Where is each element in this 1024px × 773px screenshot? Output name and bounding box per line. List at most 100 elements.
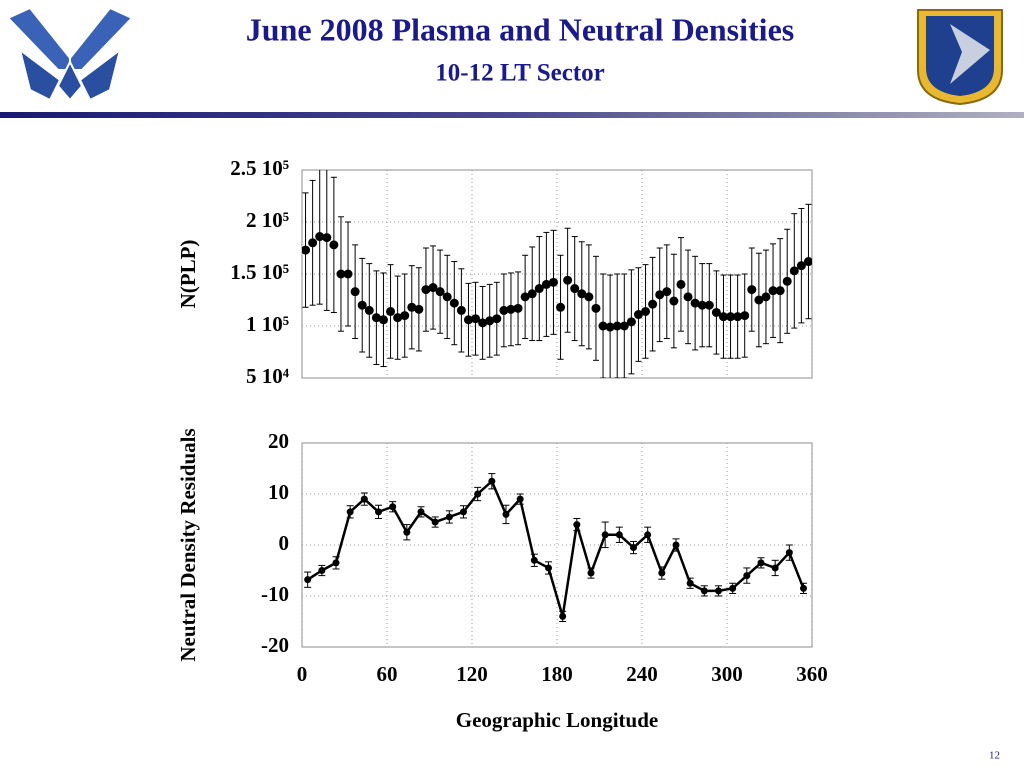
data-point bbox=[754, 295, 764, 305]
data-point bbox=[803, 257, 812, 267]
header-bar bbox=[0, 112, 1024, 118]
data-point bbox=[733, 312, 743, 322]
data-point bbox=[800, 584, 807, 592]
data-point bbox=[445, 513, 453, 521]
data-point bbox=[371, 313, 381, 323]
data-point bbox=[534, 284, 544, 294]
data-point bbox=[375, 508, 382, 516]
data-point bbox=[718, 312, 728, 322]
data-point bbox=[346, 508, 354, 516]
x-axis-label: Geographic Longitude bbox=[456, 708, 658, 732]
y-tick-label: -20 bbox=[261, 633, 289, 657]
air-force-logo bbox=[6, 6, 134, 102]
x-tick-label: 360 bbox=[796, 662, 828, 686]
page-number: 12 bbox=[989, 750, 1000, 762]
data-point bbox=[378, 315, 388, 325]
data-point bbox=[403, 528, 411, 536]
data-point bbox=[520, 292, 530, 302]
x-tick-label: 120 bbox=[456, 662, 488, 686]
data-point bbox=[563, 275, 573, 285]
slide-subtitle: 10-12 LT Sector bbox=[435, 60, 604, 87]
data-point bbox=[743, 572, 751, 580]
data-point bbox=[386, 306, 396, 316]
x-tick-label: 60 bbox=[377, 662, 398, 686]
data-point bbox=[775, 286, 785, 296]
data-point bbox=[460, 508, 467, 516]
data-layer bbox=[302, 170, 812, 378]
data-point bbox=[771, 564, 779, 572]
data-point bbox=[658, 569, 666, 577]
data-point bbox=[711, 307, 721, 317]
data-point bbox=[587, 569, 595, 577]
y-axis-label: Neutral Density Residuals bbox=[176, 428, 200, 661]
data-point bbox=[456, 305, 466, 315]
data-point bbox=[513, 303, 523, 313]
data-point bbox=[633, 310, 643, 320]
data-point bbox=[626, 317, 636, 327]
data-point bbox=[669, 296, 679, 306]
data-point bbox=[332, 559, 340, 567]
data-point bbox=[591, 303, 601, 313]
data-point bbox=[605, 322, 615, 332]
data-point bbox=[435, 287, 445, 297]
y-tick-label: 2 10⁵ bbox=[246, 208, 289, 232]
data-point bbox=[350, 287, 360, 297]
plot-area bbox=[301, 442, 813, 648]
y-tick-label: 10 bbox=[268, 480, 289, 504]
data-point bbox=[729, 584, 737, 592]
data-point bbox=[672, 541, 680, 549]
data-point bbox=[308, 238, 318, 248]
data-point bbox=[343, 269, 353, 279]
data-point bbox=[400, 311, 410, 321]
data-point bbox=[785, 549, 793, 557]
data-point bbox=[488, 477, 496, 485]
data-point bbox=[449, 298, 459, 308]
data-point bbox=[704, 300, 714, 310]
data-point bbox=[502, 510, 510, 518]
data-point bbox=[612, 321, 622, 331]
data-point bbox=[471, 314, 481, 324]
data-point bbox=[417, 508, 425, 516]
data-point bbox=[615, 531, 623, 539]
slide-title: June 2008 Plasma and Neutral Densities bbox=[246, 11, 794, 47]
data-point bbox=[644, 531, 652, 539]
data-point bbox=[530, 556, 538, 564]
data-point bbox=[697, 300, 707, 310]
data-point bbox=[478, 318, 488, 328]
data-point bbox=[492, 314, 502, 324]
x-tick-label: 180 bbox=[541, 662, 573, 686]
y-tick-label: -10 bbox=[261, 582, 289, 606]
data-point bbox=[499, 305, 509, 315]
data-point bbox=[662, 287, 672, 297]
data-point bbox=[619, 321, 629, 331]
data-point bbox=[336, 269, 346, 279]
y-axis-label: N(PLP) bbox=[176, 240, 200, 309]
y-tick-label: 20 bbox=[268, 429, 289, 453]
data-point bbox=[630, 544, 637, 552]
data-point bbox=[655, 290, 665, 300]
data-point bbox=[683, 292, 693, 302]
data-point bbox=[598, 321, 608, 331]
data-point bbox=[318, 567, 326, 574]
y-tick-label: 5 10⁴ bbox=[246, 364, 290, 388]
data-point bbox=[577, 289, 587, 299]
data-point bbox=[757, 559, 765, 567]
data-point bbox=[393, 313, 403, 323]
data-point bbox=[389, 503, 397, 511]
y-tick-label: 1 10⁵ bbox=[246, 312, 289, 336]
data-point bbox=[304, 576, 312, 584]
data-point bbox=[302, 245, 311, 255]
data-layer bbox=[304, 473, 807, 622]
data-point bbox=[556, 302, 566, 312]
data-point bbox=[329, 240, 339, 250]
data-point bbox=[690, 298, 700, 308]
data-point bbox=[485, 316, 495, 326]
x-tick-label: 0 bbox=[297, 662, 308, 686]
data-point bbox=[407, 302, 417, 312]
data-point bbox=[559, 612, 567, 620]
data-point bbox=[364, 305, 374, 315]
data-point bbox=[545, 564, 552, 572]
data-point bbox=[782, 276, 792, 286]
data-point bbox=[715, 587, 722, 595]
